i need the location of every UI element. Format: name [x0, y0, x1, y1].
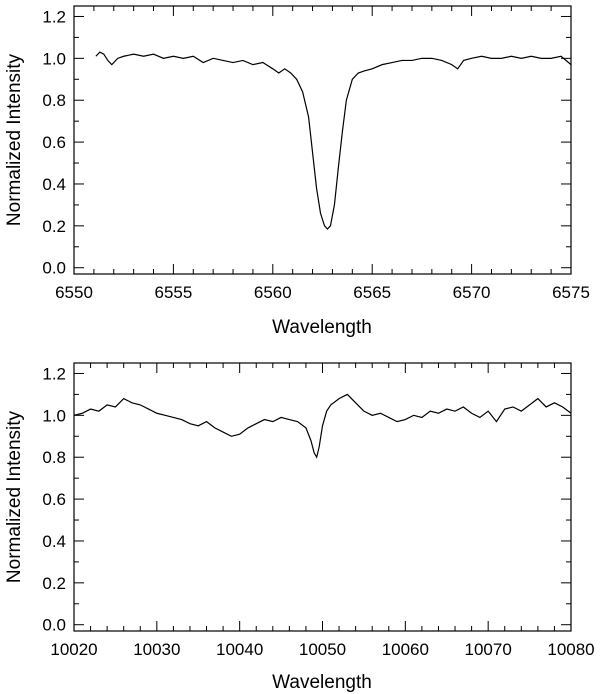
bottom-x-axis-title: Wavelength — [272, 672, 372, 693]
bottom-spectrum-line — [73, 393, 572, 459]
bottom-x-tick-label: 10080 — [547, 640, 594, 659]
top-x-tick-label: 6560 — [254, 283, 292, 302]
bottom-plot-frame — [73, 362, 572, 632]
bottom-y-tick-label: 0.6 — [42, 490, 66, 509]
top-y-tick-label: 0.6 — [42, 133, 66, 152]
top-y-tick-label: 0.8 — [42, 91, 66, 110]
bottom-x-tick-label: 10050 — [299, 640, 346, 659]
top-x-tick-label: 6575 — [552, 283, 590, 302]
top-x-tick-label: 6565 — [353, 283, 391, 302]
top-y-tick-labels: 0.0 0.2 0.4 0.6 0.8 1.0 1.2 — [42, 7, 66, 277]
bottom-x-tick-label: 10030 — [133, 640, 180, 659]
top-plot-frame — [73, 5, 572, 275]
bottom-spectrum-panel: 10020 10030 10040 10050 10060 10070 10080 0.00… — [4, 362, 595, 693]
bottom-x-tick-label: 10020 — [50, 640, 97, 659]
bottom-y-tick-label: 0.2 — [42, 574, 66, 593]
bottom-y-tick-labels: 0.0 0.2 0.4 0.6 0.8 1.0 1.2 — [42, 364, 66, 634]
bottom-y-axis-title: Normalized Intensity — [4, 410, 25, 583]
bottom-axis-ticks — [73, 363, 572, 631]
bottom-x-tick-label: 10070 — [465, 640, 512, 659]
top-y-tick-label: 1.2 — [42, 7, 66, 26]
bottom-y-tick-label: 0.0 — [42, 616, 66, 635]
top-axis-ticks — [73, 6, 572, 274]
bottom-y-tick-label: 0.8 — [42, 448, 66, 467]
bottom-y-tick-label: 1.2 — [42, 364, 66, 383]
top-y-axis-title: Normalized Intensity — [4, 53, 25, 226]
bottom-x-tick-label: 10060 — [382, 640, 429, 659]
top-y-tick-label: 0.4 — [42, 175, 66, 194]
bottom-y-tick-label: 0.4 — [42, 532, 66, 551]
top-y-tick-label: 0.0 — [42, 259, 66, 278]
top-x-tick-label: 6570 — [453, 283, 491, 302]
top-x-tick-label: 6550 — [55, 283, 93, 302]
bottom-x-tick-label: 10040 — [216, 640, 263, 659]
bottom-x-tick-labels: 10020 10030 10040 10050 10060 10070 10080 — [50, 640, 594, 659]
top-x-axis-title: Wavelength — [272, 317, 372, 338]
top-spectrum-line — [95, 51, 572, 230]
top-x-tick-label: 6555 — [154, 283, 192, 302]
bottom-y-tick-label: 1.0 — [42, 406, 66, 425]
top-x-tick-labels: 6550 6555 6560 6565 6570 6575 — [55, 283, 590, 302]
top-spectrum-panel: 6550 6555 6560 6565 6570 6575 0.0 0.2 0.4 0.6 0.8… — [4, 5, 590, 338]
top-y-tick-label: 1.0 — [42, 49, 66, 68]
top-y-tick-label: 0.2 — [42, 217, 66, 236]
